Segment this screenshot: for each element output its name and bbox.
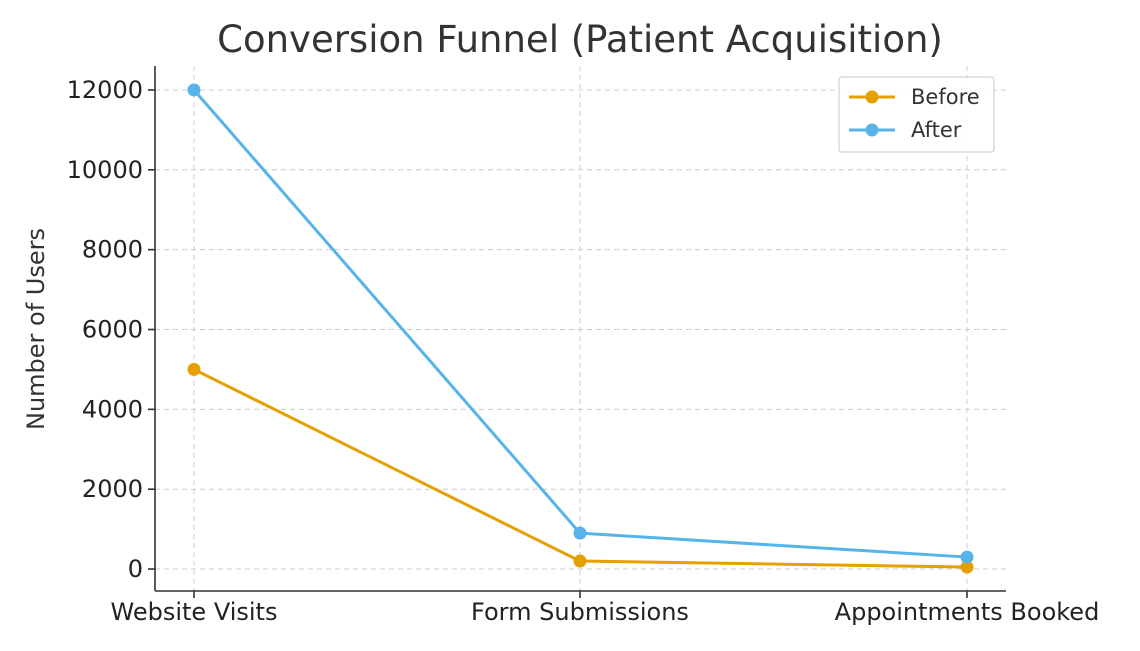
y-tick-label: 2000 xyxy=(82,475,143,503)
legend-marker-after xyxy=(865,123,879,137)
y-tick-label: 4000 xyxy=(82,395,143,423)
y-tick-label: 10000 xyxy=(67,156,143,184)
series-layer xyxy=(187,83,974,574)
series-after xyxy=(187,83,974,564)
axes: 0 2000 4000 6000 8000 10000 12000 Website Visit… xyxy=(67,66,1100,626)
y-tick-label: 6000 xyxy=(82,315,143,343)
legend: Before After xyxy=(838,76,995,153)
legend-marker-before xyxy=(865,90,879,104)
data-point-before xyxy=(960,560,974,574)
data-point-after xyxy=(960,550,974,564)
legend-item-after: After xyxy=(849,118,962,142)
y-tick-label: 8000 xyxy=(82,236,143,264)
x-tick-label: Form Submissions xyxy=(471,598,689,626)
data-point-after xyxy=(573,526,587,540)
y-tick-label: 0 xyxy=(128,555,143,583)
chart-title: Conversion Funnel (Patient Acquisition) xyxy=(217,18,943,61)
data-point-before xyxy=(187,362,201,376)
legend-label-after: After xyxy=(911,118,962,142)
legend-item-before: Before xyxy=(849,85,980,109)
data-point-before xyxy=(573,554,587,568)
data-point-after xyxy=(187,83,201,97)
legend-label-before: Before xyxy=(911,85,980,109)
grid xyxy=(155,66,1006,591)
y-axis-label: Number of Users xyxy=(22,228,50,430)
series-before xyxy=(187,362,974,574)
y-tick-label: 12000 xyxy=(67,76,143,104)
x-tick-label: Appointments Booked xyxy=(835,598,1100,626)
x-tick-label: Website Visits xyxy=(111,598,278,626)
